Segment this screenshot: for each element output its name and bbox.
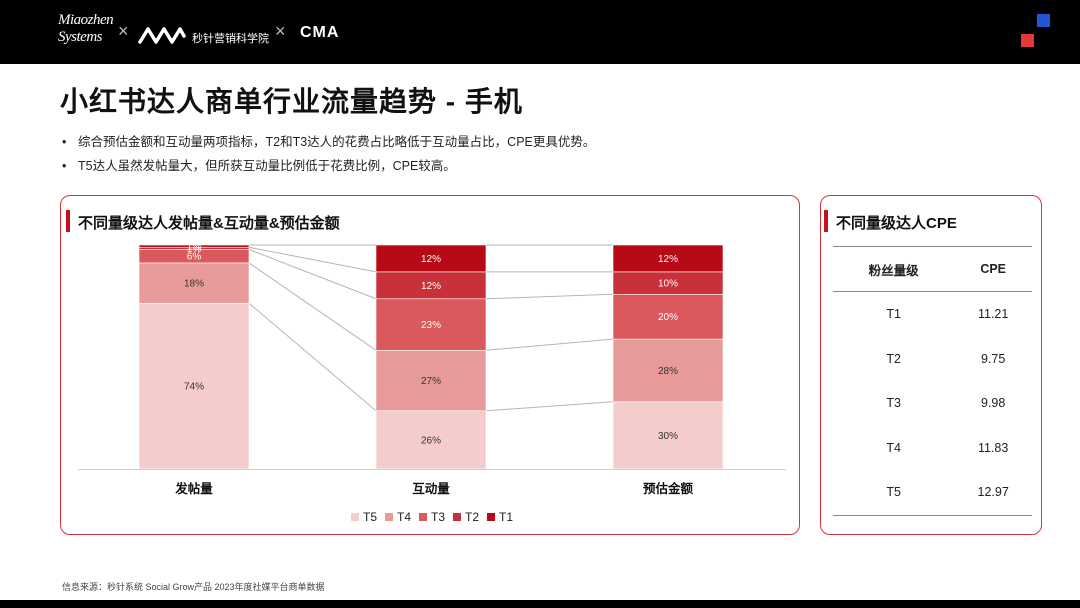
x-axis-tick-label: 互动量 — [412, 482, 450, 496]
logo-separator-2: × — [275, 21, 286, 41]
bar-segment-T3 — [375, 298, 487, 351]
bar-segment-T1 — [138, 244, 250, 248]
bar-segment-T4 — [375, 349, 487, 412]
logo-separator: × — [118, 21, 129, 41]
cpe-value-cell: 9.75 — [981, 351, 1006, 366]
source-footnote: 信息来源：秒针系统 Social Grow产品 2023年度社媒平台商单数据 — [62, 582, 325, 592]
cma-logo: CMA — [300, 24, 340, 41]
data-label: 26% — [421, 435, 441, 446]
table-row: T4 11.83 — [833, 426, 1032, 471]
connector-line — [248, 246, 377, 273]
cpe-table-header-row: 粉丝量级 CPE — [833, 246, 1032, 292]
data-label: 12% — [421, 281, 441, 292]
legend-swatch-T3 — [419, 513, 427, 521]
legend-label: T3 — [431, 510, 445, 524]
data-label: 28% — [658, 366, 678, 377]
bar-segment-T4 — [138, 262, 250, 304]
cpe-panel-accent — [824, 210, 828, 232]
data-label: 18% — [184, 279, 204, 290]
chart-panel-title: 不同量级达人发帖量&互动量&预估金额 — [78, 215, 340, 232]
top-header-bar: Miaozhen Systems × 秒针营销科学院 × CMA — [0, 0, 1080, 64]
cpe-value-cell: 11.21 — [977, 307, 1009, 322]
connector-line — [485, 293, 614, 300]
data-label: 20% — [658, 312, 678, 323]
bullet-dot: • — [62, 135, 67, 149]
data-label: 27% — [421, 376, 441, 387]
cpe-header-cpe: CPE — [954, 246, 1032, 292]
bullet-dot: • — [62, 159, 67, 173]
cpe-panel-title: 不同量级达人CPE — [836, 215, 957, 232]
x-axis-tick-label: 发帖量 — [174, 481, 213, 496]
data-label: 12% — [658, 254, 678, 265]
cpe-tier-cell: T2 — [886, 351, 901, 366]
bar-segment-T3 — [612, 293, 724, 340]
x-axis-tick-label: 预估金额 — [643, 481, 694, 496]
data-label: 6% — [187, 252, 202, 263]
cpe-tier-cell: T3 — [886, 396, 901, 411]
bullet-item: • 综合预估金额和互动量两项指标，T2和T3达人的花费占比略低于互动量占比，CPE… — [62, 134, 595, 158]
connector-line — [248, 249, 377, 300]
bar-segment-T5 — [375, 410, 487, 470]
bar-segment-T1 — [612, 244, 724, 273]
connector-line — [485, 401, 614, 412]
legend-label: T4 — [397, 510, 411, 524]
cpe-value-cell: 9.98 — [981, 396, 1006, 411]
legend-label: T2 — [465, 510, 479, 524]
connector-line — [248, 262, 377, 351]
data-label: 30% — [658, 431, 678, 442]
connector-line — [248, 302, 377, 412]
bullet-text: T5达人虽然发帖量大，但所获互动量比例低于花费比例，CPE较高。 — [78, 159, 456, 173]
bullet-item: • T5达人虽然发帖量大，但所获互动量比例低于花费比例，CPE较高。 — [62, 158, 595, 182]
bar-segment-T1 — [375, 244, 487, 273]
legend-label: T1 — [499, 510, 513, 524]
table-row: T2 9.75 — [833, 337, 1032, 382]
bullet-text: 综合预估金额和互动量两项指标，T2和T3达人的花费占比略低于互动量占比，CPE更… — [78, 135, 596, 149]
miaozhen-logo: Miaozhen Systems — [58, 12, 114, 46]
cpe-value-cell: 11.83 — [977, 440, 1009, 455]
bar-segment-T2 — [375, 271, 487, 300]
legend-label: T5 — [363, 510, 377, 524]
page-title: 小红书达人商单行业流量趋势 - 手机 — [60, 86, 523, 117]
bottom-bar — [0, 600, 1080, 608]
cpe-tier-cell: T4 — [886, 440, 901, 455]
bullet-list: • 综合预估金额和互动量两项指标，T2和T3达人的花费占比略低于互动量占比，CPE… — [62, 134, 595, 182]
miaozhen-logo-line2: Systems — [58, 29, 103, 45]
data-label: 23% — [421, 320, 441, 331]
institute-logo-mark — [138, 27, 186, 44]
cpe-header-tier: 粉丝量级 — [833, 246, 955, 292]
legend-swatch-T5 — [351, 513, 359, 521]
bar-segment-T4 — [612, 338, 724, 403]
decorative-red-square — [1021, 34, 1034, 47]
institute-name: 秒针营销科学院 — [192, 33, 269, 45]
cpe-value-cell: 12.97 — [954, 470, 1032, 516]
miaozhen-logo-line1: Miaozhen — [58, 12, 114, 28]
table-row: T5 12.97 — [833, 470, 1032, 516]
decorative-blue-square — [1037, 14, 1050, 27]
table-row: T1 11.21 — [833, 292, 1032, 337]
data-label: 1% — [187, 244, 202, 255]
bar-segment-T5 — [138, 302, 250, 470]
chart-panel-accent — [66, 210, 70, 232]
cpe-tier-cell: T1 — [886, 307, 901, 322]
data-label: 1% — [187, 242, 202, 253]
cpe-tier-cell: T5 — [833, 470, 955, 516]
data-label: 10% — [658, 279, 678, 290]
bar-segment-T5 — [612, 401, 724, 470]
data-label: 12% — [421, 254, 441, 265]
legend-swatch-T2 — [453, 513, 461, 521]
legend-swatch-T1 — [487, 513, 495, 521]
cpe-table: 粉丝量级 CPE T1 11.21 T2 9.75 T3 9.98 T4 11.83 T… — [833, 246, 1032, 516]
connector-line — [485, 338, 614, 351]
legend-swatch-T4 — [385, 513, 393, 521]
table-row: T3 9.98 — [833, 381, 1032, 426]
data-label: 74% — [184, 382, 204, 393]
